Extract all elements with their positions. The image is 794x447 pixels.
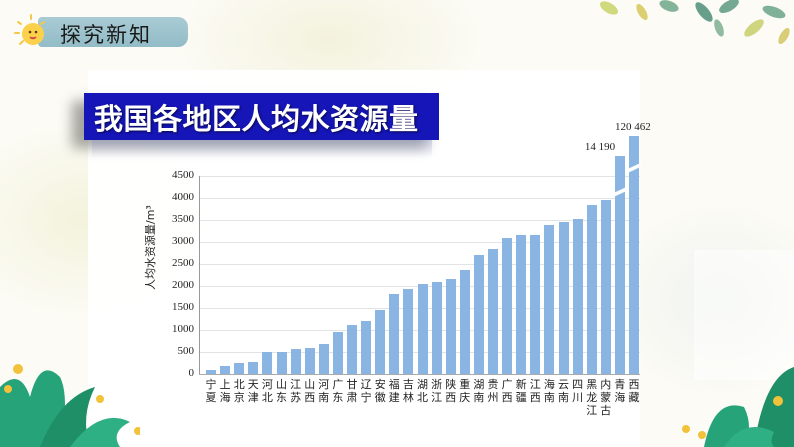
- x-tick-label: 甘肃: [346, 378, 358, 404]
- x-tick-label: 山西: [304, 378, 316, 404]
- x-tick-label: 贵州: [487, 378, 499, 404]
- value-label: 120 462: [615, 121, 651, 133]
- bar: [629, 136, 639, 374]
- bar: [459, 270, 470, 374]
- plant-decoration-right-icon: [682, 367, 794, 447]
- bar: [502, 238, 513, 374]
- x-tick-label: 湖北: [417, 378, 428, 404]
- bar: [403, 289, 414, 374]
- x-tick-label: 浙江: [431, 378, 443, 404]
- bar: [318, 344, 329, 374]
- x-tick-label: 四川: [572, 378, 584, 404]
- y-tick-label: 2000: [172, 279, 194, 291]
- bar: [431, 282, 442, 374]
- x-tick-label: 河北: [261, 378, 273, 404]
- bar: [290, 348, 301, 374]
- bar: [544, 225, 555, 374]
- value-label: 14 190: [584, 141, 616, 153]
- x-tick-label: 广东: [332, 378, 344, 404]
- y-tick-label: 3000: [172, 235, 194, 247]
- bar: [234, 362, 245, 374]
- faded-house-decoration: [694, 250, 794, 380]
- x-tick-label: 海南: [543, 378, 555, 404]
- x-tick-label: 北京: [233, 378, 245, 404]
- x-tick-label: 新疆: [515, 378, 527, 404]
- plant-decoration-icon: [0, 364, 140, 447]
- bar: [375, 310, 386, 374]
- bar: [473, 254, 484, 374]
- bar: [445, 278, 456, 374]
- x-tick-label: 山东: [276, 378, 287, 404]
- bar: [586, 204, 597, 374]
- x-tick-label: 陕西: [445, 378, 457, 404]
- bar: [361, 320, 372, 374]
- x-tick-label: 上海: [219, 378, 231, 404]
- y-tick-label: 2500: [172, 257, 194, 269]
- bar: [600, 199, 611, 374]
- x-tick-label: 江苏: [290, 378, 302, 404]
- x-tick-label: 广西: [501, 378, 513, 404]
- x-tick-label: 辽宁: [360, 378, 372, 404]
- bar: [488, 248, 498, 374]
- x-tick-label: 福建: [388, 378, 400, 404]
- section-title: 探究新知: [60, 23, 152, 47]
- x-tick-label: 天津: [247, 378, 259, 404]
- y-tick-label: 0: [188, 367, 195, 379]
- y-tick-label: 4000: [172, 191, 194, 203]
- x-tick-label: 云南: [558, 378, 569, 404]
- y-tick-label: 4500: [172, 169, 194, 181]
- sun-icon: [14, 14, 45, 45]
- y-tick-label: 1500: [172, 301, 194, 313]
- bar: [248, 362, 259, 374]
- bar: [530, 234, 541, 374]
- bar: [389, 294, 400, 374]
- x-tick-label: 宁夏: [205, 378, 217, 404]
- bar: [206, 369, 216, 374]
- chart-title: 我国各地区人均水资源量: [94, 101, 419, 136]
- bar: [347, 325, 357, 374]
- gridline: [200, 198, 640, 199]
- gridline: [200, 264, 640, 265]
- x-tick-label: 黑龙江: [586, 378, 598, 417]
- bar: [332, 331, 343, 374]
- x-tick-label: 青海: [614, 378, 626, 404]
- gridline: [200, 176, 640, 177]
- bar: [572, 218, 583, 374]
- bar: [220, 365, 231, 374]
- y-tick-label: 3500: [172, 213, 194, 225]
- leaves-decoration-icon: [599, 0, 790, 45]
- x-tick-label: 重庆: [459, 378, 471, 404]
- bar: [558, 221, 569, 374]
- gridline: [200, 220, 640, 221]
- gridline: [200, 242, 640, 243]
- y-tick-label: 1000: [172, 323, 194, 335]
- bar: [614, 156, 625, 374]
- bar: [516, 235, 527, 374]
- bar: [276, 351, 287, 374]
- y-tick-label: 500: [177, 345, 195, 357]
- x-axis: [199, 374, 640, 375]
- x-tick-label: 江西: [529, 378, 541, 404]
- bar: [262, 352, 273, 374]
- x-tick-label: 河南: [318, 378, 330, 404]
- title-reflection: [92, 140, 432, 158]
- x-tick-label: 西藏: [628, 378, 640, 404]
- y-axis: [199, 176, 200, 374]
- x-tick-label: 湖南: [473, 378, 485, 404]
- bar: [417, 283, 428, 374]
- x-tick-label: 吉林: [402, 378, 414, 404]
- section-header-badge: [38, 17, 188, 47]
- chart-title-banner: 我国各地区人均水资源量: [84, 93, 439, 140]
- bar: [304, 348, 315, 374]
- bar-chart: 人均水资源量/m³ 0 500 1000 1500 2000 2500 3000 3500 40…: [140, 110, 651, 420]
- x-tick-label: 安徽: [374, 378, 386, 404]
- x-tick-label: 内蒙古: [600, 378, 612, 417]
